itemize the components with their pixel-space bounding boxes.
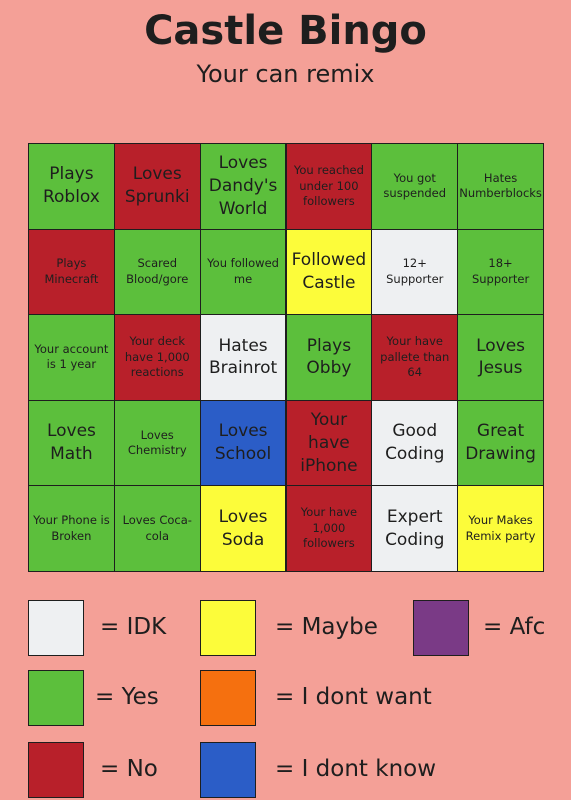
bingo-cell: Loves Sprunki [113,143,201,230]
bingo-cell: Your deck have 1,000 reactions [113,314,201,401]
bingo-cell: Good Coding [371,399,459,487]
bingo-cell: Loves Dandy's World [199,143,287,230]
bingo-cell: You followed me [199,228,287,316]
bingo-cell: 12+ Supporter [371,228,459,316]
legend-label: = I dont want [275,684,432,710]
bingo-cell: Your have pallete than 64 [371,314,459,401]
bingo-cell: You reached under 100 followers [285,143,373,230]
legend-label: = Afc [483,614,546,640]
legend-swatch [200,600,256,656]
bingo-cell: Loves School [199,399,287,487]
bingo-cell: Your Phone is Broken [28,485,115,572]
legend-label: = IDK [100,614,167,640]
bingo-cell: Great Drawing [457,399,544,487]
bingo-cell: Plays Minecraft [28,228,115,316]
bingo-cell: Your Makes Remix party [457,485,544,572]
title: Castle Bingo [144,8,427,54]
bingo-cell: Loves Soda [199,485,287,572]
bingo-cell: Your have 1,000 followers [285,485,373,572]
bingo-cell: You got suspended [371,143,459,230]
bingo-cell: Plays Roblox [28,143,115,230]
bingo-cell: Loves Math [28,399,115,487]
bingo-cell: Hates Brainrot [199,314,287,401]
bingo-cell: Plays Obby [285,314,373,401]
legend-swatch [28,600,84,656]
bingo-cell: Loves Chemistry [113,399,201,487]
bingo-cell: Followed Castle [285,228,373,316]
bingo-cell: Your have iPhone [285,399,373,487]
legend-label: = No [100,756,158,782]
bingo-cell: Expert Coding [371,485,459,572]
bingo-cell: Loves Coca-cola [113,485,201,572]
legend-swatch [28,742,84,798]
bingo-cell: Scared Blood/gore [113,228,201,316]
legend-swatch [200,670,256,726]
legend-label: = I dont know [275,756,437,782]
bingo-cell: Your account is 1 year [28,314,115,401]
legend-label: = Yes [95,684,159,710]
bingo-cell: 18+ Supporter [457,228,544,316]
bingo-cell: Hates Numberblocks [457,143,544,230]
legend-swatch [413,600,469,656]
subtitle: Your can remix [196,60,375,88]
bingo-cell: Loves Jesus [457,314,544,401]
legend-swatch [28,670,84,726]
legend-swatch [200,742,256,798]
legend-label: = Maybe [275,614,378,640]
